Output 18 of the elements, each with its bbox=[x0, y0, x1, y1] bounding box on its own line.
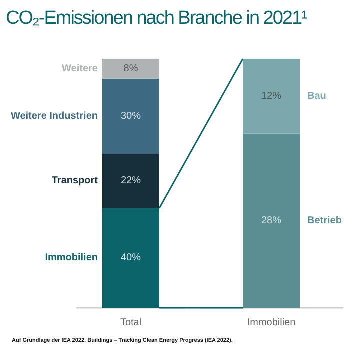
bar bbox=[102, 208, 160, 308]
data-label: 8% bbox=[124, 63, 138, 74]
bar bbox=[102, 78, 160, 154]
x-tick-label: Total bbox=[120, 318, 142, 328]
series-label: Weitere bbox=[62, 63, 98, 74]
data-label: 40% bbox=[120, 252, 142, 264]
series-label: Bau bbox=[308, 90, 326, 102]
series-label: Betrieb bbox=[308, 215, 342, 226]
series-label: Weitere Industrien bbox=[10, 110, 98, 122]
bar bbox=[102, 59, 160, 79]
series-label: Transport bbox=[52, 176, 99, 187]
data-label: 28% bbox=[261, 215, 282, 226]
data-label: 30% bbox=[120, 110, 142, 122]
series-label: Immobilien bbox=[45, 252, 98, 264]
data-label: 12% bbox=[261, 90, 282, 102]
chart-title: CO₂-Emissionen nach Branche in 2021¹ bbox=[6, 8, 307, 30]
bar bbox=[102, 154, 160, 208]
data-label: 22% bbox=[120, 176, 142, 187]
